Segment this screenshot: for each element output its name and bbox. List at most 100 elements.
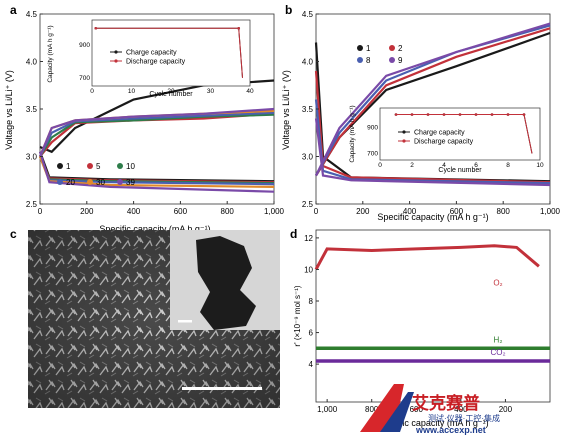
inset-y-tick-label: 900: [79, 42, 90, 49]
panel-a-ylabel: Voltage vs Li/Li⁺ (V): [4, 70, 14, 150]
y-tick-label: 3.0: [302, 153, 314, 162]
panel-b-ylabel: Voltage vs Li/Li⁺ (V): [281, 70, 291, 150]
legend-marker-9: [389, 57, 395, 63]
inset-discharge-point: [506, 113, 510, 116]
panel-d-label: d: [290, 227, 297, 241]
y-tick-label: 8: [309, 297, 314, 306]
legend-marker-39: [117, 179, 123, 185]
panel-d: d 1,000 800 600 400 200 4 6 8 10 12 O₂ H₂ CO₂ r' (…: [290, 227, 551, 428]
x-tick-label: 600: [410, 405, 424, 414]
panel-d-xlabel: Specific capacity (mA h g⁻¹): [377, 418, 488, 428]
sem-scale-bar: [182, 387, 262, 390]
x-tick-label: 1,000: [317, 405, 338, 414]
legend-label-30: 30: [96, 178, 105, 187]
x-tick-label: 0: [38, 207, 43, 216]
x-tick-label: 0: [314, 207, 319, 216]
tem-particle: [196, 236, 256, 330]
series-10-charge-line: [39, 113, 275, 158]
panel-a-legend: 1 5 10 20 30 39: [57, 162, 135, 187]
legend-marker-2: [389, 45, 395, 51]
series-9-charge-line: [315, 22, 551, 176]
inset-discharge-point: [442, 113, 446, 116]
panel-b: b 0 200 400 600 800 1,000 2.5 3.0 3.5 4.0 4.5 Spe…: [281, 3, 561, 222]
y-tick-label: 4: [309, 360, 314, 369]
panel-a-inset-frame: [91, 19, 251, 87]
legend-label-39: 39: [126, 178, 135, 187]
series-5-discharge-line: [38, 156, 275, 184]
series-8-discharge-line: [314, 99, 551, 185]
x-tick-label: 1,000: [264, 207, 285, 216]
inset-discharge-point: [458, 113, 462, 116]
watermark-logo-accent-icon: [380, 392, 414, 432]
series-9-discharge-line: [314, 118, 551, 187]
panel-a-inset-ylabel: Capacity (mA h g⁻¹): [47, 25, 54, 82]
legend-label-8: 8: [366, 56, 371, 65]
inset-x-tick-label: 10: [128, 88, 136, 95]
inset-x-tick-label: 10: [536, 162, 544, 169]
x-tick-label: 400: [127, 207, 141, 216]
inset-legend-marker: [114, 50, 118, 54]
y-tick-label: 3.5: [302, 105, 314, 114]
inset-discharge-point: [490, 113, 494, 116]
y-tick-label: 2.5: [302, 200, 314, 209]
inset-legend-label: Discharge capacity: [126, 59, 186, 66]
watermark-tagline: 测试·仪器·工控·集成: [428, 413, 500, 423]
inset-x-tick-label: 40: [246, 88, 254, 95]
inset-x-tick-label: 2: [410, 162, 414, 169]
panel-a-xlabel: Specific capacity (mA h g⁻¹): [99, 224, 210, 234]
panel-d-frame: [315, 229, 551, 403]
inset-x-tick-label: 8: [506, 162, 510, 169]
inset-legend-marker: [114, 59, 118, 63]
panel-a: a 0 200 400 600 800 1,000 2.53.03.54.04.5 Spe…: [4, 3, 285, 234]
y-tick-label: 3.5: [26, 105, 38, 114]
inset-discharge-point: [410, 113, 414, 116]
x-tick-label: 200: [499, 405, 513, 414]
legend-label-2: 2: [398, 44, 403, 53]
series-0-line: [314, 244, 540, 271]
inset-discharge-line: [396, 114, 533, 154]
x-tick-label: 800: [221, 207, 235, 216]
inset-discharge-point: [474, 113, 478, 116]
x-tick-label: 800: [365, 405, 379, 414]
series-1-discharge-line: [38, 151, 275, 183]
inset-legend-label: Discharge capacity: [414, 139, 474, 146]
panel-a-inset: 0 10 20 30 40 700 900 Cycle number Capacity (…: [47, 19, 254, 98]
inset-legend-marker: [402, 130, 406, 134]
panel-b-inset-frame: [379, 107, 541, 161]
legend-label-10: 10: [126, 162, 135, 171]
legend-marker-1: [357, 45, 363, 51]
panel-b-inset: 0 2 4 6 8 10 700 900 Cycle number Capacity (mA…: [349, 105, 544, 174]
y-tick-label: 4.0: [302, 58, 314, 67]
legend-marker-10: [117, 163, 123, 169]
inset-x-tick-label: 0: [378, 162, 382, 169]
y-tick-label: 4.0: [26, 58, 38, 67]
legend-label-5: 5: [96, 162, 101, 171]
y-tick-label: 2.5: [26, 200, 38, 209]
series-2-label: CO₂: [490, 348, 505, 357]
inset-x-tick-label: 4: [442, 162, 446, 169]
y-tick-label: 4.5: [302, 10, 314, 19]
inset-legend-marker: [402, 139, 406, 143]
watermark-url: www.accexp.net: [415, 425, 486, 435]
tem-scale-bar: [178, 320, 192, 323]
legend-label-20: 20: [66, 178, 75, 187]
x-tick-label: 200: [80, 207, 94, 216]
panel-b-label: b: [285, 3, 292, 17]
series-2-charge-line: [315, 27, 551, 177]
series-2-discharge-line: [314, 70, 551, 184]
inset-x-tick-label: 6: [474, 162, 478, 169]
panel-a-inset-xlabel: Cycle number: [149, 91, 193, 98]
inset-legend-label: Charge capacity: [414, 130, 465, 137]
panel-a-label: a: [10, 3, 17, 17]
inset-x-tick-label: 30: [207, 88, 215, 95]
panel-d-ylabel: r' (×10⁻⁹ mol s⁻¹): [293, 285, 302, 347]
inset-x-tick-label: 0: [90, 88, 94, 95]
x-tick-label: 400: [403, 207, 417, 216]
x-tick-label: 400: [454, 405, 468, 414]
legend-marker-30: [87, 179, 93, 185]
series-0-label: O₂: [493, 278, 502, 287]
legend-marker-1: [57, 163, 63, 169]
watermark: 艾克赛普 测试·仪器·工控·集成 www.accexp.net: [360, 384, 500, 435]
y-tick-label: 10: [304, 265, 313, 274]
legend-marker-5: [87, 163, 93, 169]
